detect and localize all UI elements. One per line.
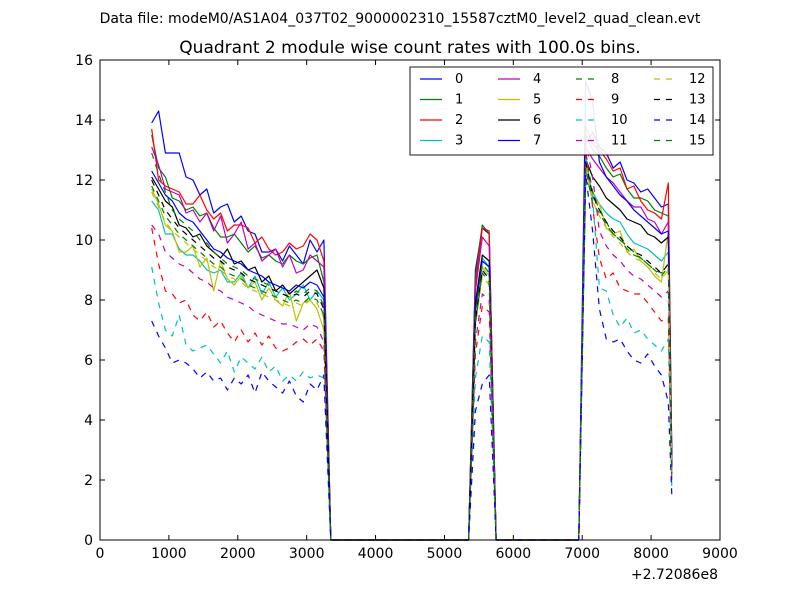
series-4-line bbox=[151, 146, 673, 541]
legend-label-8: 8 bbox=[611, 72, 619, 87]
legend-label-3: 3 bbox=[455, 134, 463, 149]
y-tick-label: 16 bbox=[75, 53, 93, 69]
legend-label-12: 12 bbox=[689, 72, 706, 87]
legend-label-6: 6 bbox=[533, 113, 541, 128]
y-tick-label: 12 bbox=[75, 173, 93, 189]
legend-label-1: 1 bbox=[455, 93, 463, 108]
y-tick-label: 10 bbox=[75, 233, 93, 249]
legend-label-14: 14 bbox=[689, 113, 706, 128]
legend-label-13: 13 bbox=[689, 93, 706, 108]
y-tick-label: 0 bbox=[84, 533, 93, 549]
x-tick-label: 9000 bbox=[702, 546, 738, 562]
x-tick-label: 0 bbox=[96, 546, 105, 562]
chart-title: Quadrant 2 module wise count rates with … bbox=[179, 38, 640, 58]
x-tick-label: 5000 bbox=[427, 546, 463, 562]
legend-label-15: 15 bbox=[689, 134, 706, 149]
y-tick-label: 6 bbox=[84, 353, 93, 369]
legend-label-7: 7 bbox=[533, 134, 541, 149]
series-11-line bbox=[151, 140, 673, 541]
series-10-line bbox=[151, 155, 673, 541]
y-tick-label: 14 bbox=[75, 113, 93, 129]
x-tick-label: 6000 bbox=[496, 546, 532, 562]
legend-label-11: 11 bbox=[611, 134, 628, 149]
x-axis-offset-label: +2.72086e8 bbox=[631, 567, 718, 583]
x-tick-label: 8000 bbox=[633, 546, 669, 562]
series-5-line bbox=[151, 170, 673, 541]
legend-label-9: 9 bbox=[611, 93, 619, 108]
series-14-line bbox=[151, 173, 673, 541]
legend-label-4: 4 bbox=[533, 72, 541, 87]
series-0-line bbox=[151, 110, 673, 541]
x-tick-label: 3000 bbox=[289, 546, 325, 562]
x-tick-label: 4000 bbox=[358, 546, 394, 562]
series-15-line bbox=[151, 167, 673, 541]
legend-label-0: 0 bbox=[455, 72, 463, 87]
y-tick-label: 2 bbox=[84, 473, 93, 489]
legend-label-5: 5 bbox=[533, 93, 541, 108]
legend-label-10: 10 bbox=[611, 113, 628, 128]
x-tick-label: 2000 bbox=[220, 546, 256, 562]
x-tick-label: 7000 bbox=[564, 546, 600, 562]
legend-label-2: 2 bbox=[455, 113, 463, 128]
y-tick-label: 8 bbox=[84, 293, 93, 309]
y-tick-label: 4 bbox=[84, 413, 93, 429]
series-3-line bbox=[151, 179, 673, 541]
figure-suptitle: Data file: modeM0/AS1A04_037T02_90000023… bbox=[100, 11, 701, 27]
x-axis: 0 1000 2000 3000 4000 5000 6000 7000 8000 9000 bbox=[96, 60, 738, 562]
legend-box bbox=[409, 66, 714, 156]
x-tick-label: 1000 bbox=[151, 546, 187, 562]
